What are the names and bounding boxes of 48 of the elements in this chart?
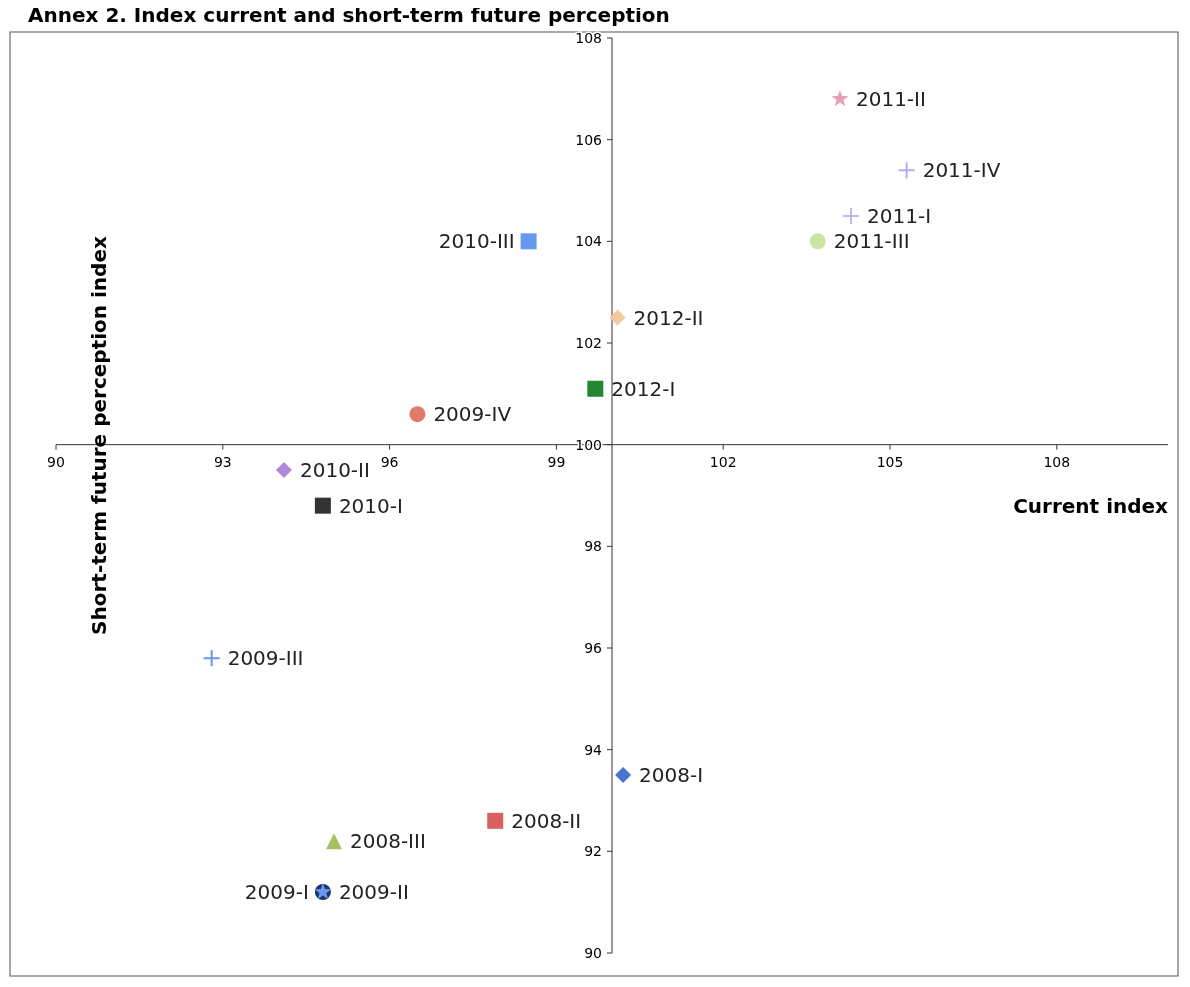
point (326, 833, 342, 850)
point (520, 233, 537, 250)
y-tick-label: 90 (584, 945, 602, 961)
point (409, 406, 426, 423)
x-axis-title: Current index (1013, 493, 1169, 518)
series-label: 2010-II (299, 458, 370, 483)
x-tick-label: 96 (380, 453, 399, 470)
point (809, 233, 826, 250)
series-label: 2008-II (511, 808, 582, 833)
series-label: 2011-I (867, 203, 932, 228)
point (831, 90, 849, 107)
series-label: 2009-I (244, 880, 309, 904)
y-tick-label: 92 (584, 843, 602, 860)
series-label: 2012-II (633, 305, 704, 330)
y-tick-label: 104 (575, 233, 603, 250)
point (615, 767, 632, 784)
series-label: 2010-I (338, 493, 403, 518)
point (587, 380, 604, 397)
y-tick-label: 108 (575, 30, 602, 46)
point (609, 309, 626, 326)
x-tick-label: 108 (1043, 453, 1071, 470)
point (897, 161, 916, 180)
x-tick-label: 90 (47, 453, 65, 470)
series-label: 2012-I (611, 376, 676, 401)
x-tick-label: 105 (876, 453, 904, 470)
series-label: 2008-III (350, 829, 426, 854)
point (275, 462, 292, 479)
y-tick-label: 102 (575, 335, 602, 351)
series-label: 2011-IV (922, 158, 1001, 183)
series-label: 2011-II (855, 87, 926, 111)
series-label: 2009-IV (433, 402, 512, 427)
point (487, 812, 504, 829)
point (842, 206, 861, 225)
series-label: 2009-III (227, 646, 304, 671)
series-label: 2008-I (639, 763, 704, 788)
y-tick-label: 106 (575, 131, 603, 148)
y-axis-title: Short-term future perception index (87, 236, 111, 635)
series-label: 2010-III (438, 229, 515, 254)
x-tick-label: 99 (547, 453, 566, 470)
y-tick-label: 94 (584, 741, 603, 758)
x-tick-label: 93 (213, 453, 232, 470)
point (314, 497, 331, 514)
series-label: 2009-II (338, 880, 409, 904)
x-tick-label: 102 (709, 453, 737, 470)
point (202, 649, 221, 668)
y-tick-label: 96 (584, 640, 603, 656)
series-label: 2011-III (833, 229, 910, 254)
y-tick-label: 98 (584, 538, 602, 555)
